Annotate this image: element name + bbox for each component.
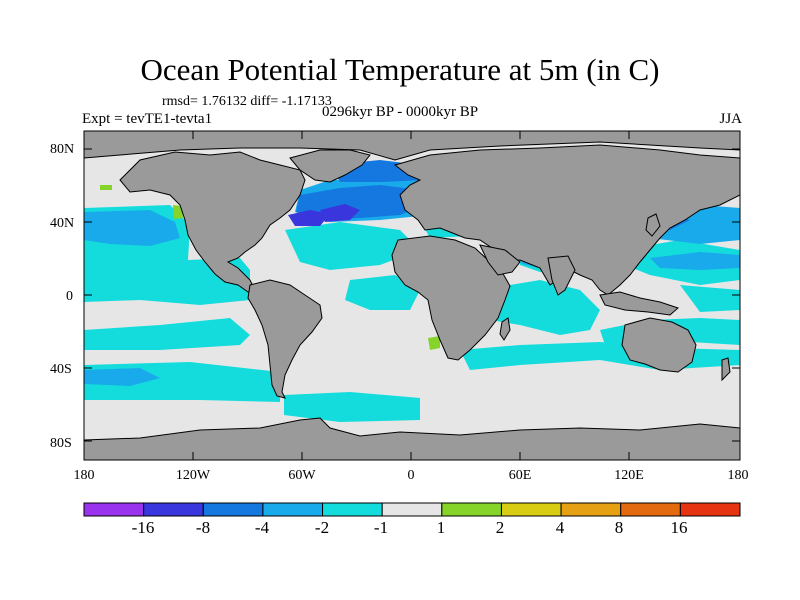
colorbar-swatch: [620, 502, 681, 517]
south-america-land: [247, 279, 323, 399]
colorbar-label: 1: [436, 518, 446, 537]
colorbar-swatch: [83, 502, 145, 517]
colorbar-swatch: [441, 502, 502, 517]
experiment-label: Expt = tevTE1-tevta1: [82, 111, 213, 127]
colorbar-label: -1: [373, 518, 389, 537]
colorbar-label: 4: [555, 518, 565, 537]
new-zealand-land: [721, 357, 731, 382]
colorbar-label: 16: [670, 518, 688, 537]
plot-title: Ocean Potential Temperature at 5m (in C): [140, 52, 660, 87]
colorbar-swatch: [679, 502, 741, 517]
maritime-se-asia-land: [599, 291, 679, 316]
lon-label-0: 0: [407, 468, 415, 483]
india-land: [547, 255, 576, 296]
antarctica-land: [84, 417, 740, 460]
japan-land: [645, 213, 661, 237]
greenland-land: [289, 149, 371, 183]
madagascar-land: [499, 317, 511, 341]
colorbar-label: 8: [614, 518, 624, 537]
lon-label-60w: 60W: [288, 468, 316, 483]
map-field: [84, 131, 740, 460]
australia-land: [621, 317, 697, 373]
lat-label-40n: 40N: [50, 216, 75, 231]
colorbar-label: -8: [195, 518, 211, 537]
season-label: JJA: [719, 111, 742, 127]
lat-label-80s: 80S: [50, 436, 72, 451]
colorbar-swatch: [381, 502, 443, 517]
africa-land: [391, 235, 511, 361]
lat-label-eq: 0: [66, 289, 73, 304]
colorbar-label: -16: [131, 518, 155, 537]
north-america-land: [119, 151, 306, 293]
colorbar-swatch: [560, 502, 622, 517]
lon-label-120w: 120W: [175, 468, 211, 483]
colorbar-label: 2: [495, 518, 505, 537]
land-masses: [84, 131, 740, 460]
colorbar-swatch: [322, 502, 383, 517]
colorbar-swatch: [143, 502, 204, 517]
colorbar-swatch: [262, 502, 324, 517]
warm-light-regions: [100, 185, 440, 350]
axis-ticks: [84, 131, 740, 460]
rmsd-diff-stats: rmsd= 1.76132 diff= -1.17133: [162, 94, 332, 109]
lon-label-180e: 180: [727, 468, 749, 483]
time-period-label: 0296kyr BP - 0000kyr BP: [322, 104, 479, 120]
lat-label-40s: 40S: [50, 362, 72, 377]
eurasia-land: [393, 144, 740, 296]
colorbar-swatch: [500, 502, 562, 517]
arctic-land: [84, 131, 740, 161]
lon-label-60e: 60E: [508, 468, 532, 483]
lon-label-120e: 120E: [614, 468, 644, 483]
lat-label-80n: 80N: [50, 142, 75, 157]
lon-label-180w: 180: [73, 468, 95, 483]
colorbar-label: -4: [254, 518, 270, 537]
cool-extreme-regions: [288, 204, 360, 226]
colorbar-label: -2: [314, 518, 330, 537]
arabia-land: [479, 244, 521, 276]
colorbar-swatch: [202, 502, 264, 517]
colorbar: [83, 502, 741, 517]
